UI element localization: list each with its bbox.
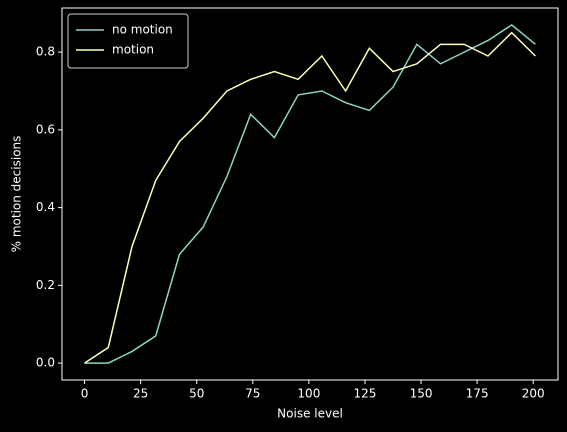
data-line: [84, 23, 536, 364]
x-tick-label: 75: [245, 387, 260, 401]
x-tick-label: 0: [81, 387, 89, 401]
y-tick-label: 0.6: [36, 122, 55, 136]
x-axis-label: Noise level: [277, 407, 343, 421]
data-line: [84, 31, 536, 364]
y-tick-label: 0.2: [36, 278, 55, 292]
plot-frame: [61, 7, 559, 381]
x-tick-label: 25: [133, 387, 148, 401]
x-tick-label: 125: [354, 387, 377, 401]
y-tick-label: 0.4: [36, 200, 55, 214]
legend-box: [67, 13, 189, 69]
legend-label: no motion: [112, 23, 173, 37]
x-tick-label: 200: [522, 387, 545, 401]
x-tick-label: 100: [297, 387, 320, 401]
x-tick-label: 175: [466, 387, 489, 401]
x-tick-label: 150: [410, 387, 433, 401]
y-tick-label: 0.0: [36, 356, 55, 370]
legend-label: motion: [112, 43, 154, 57]
y-tick-label: 0.8: [36, 45, 55, 59]
x-tick-label: 50: [189, 387, 204, 401]
y-axis-label: % motion decisions: [10, 136, 24, 253]
